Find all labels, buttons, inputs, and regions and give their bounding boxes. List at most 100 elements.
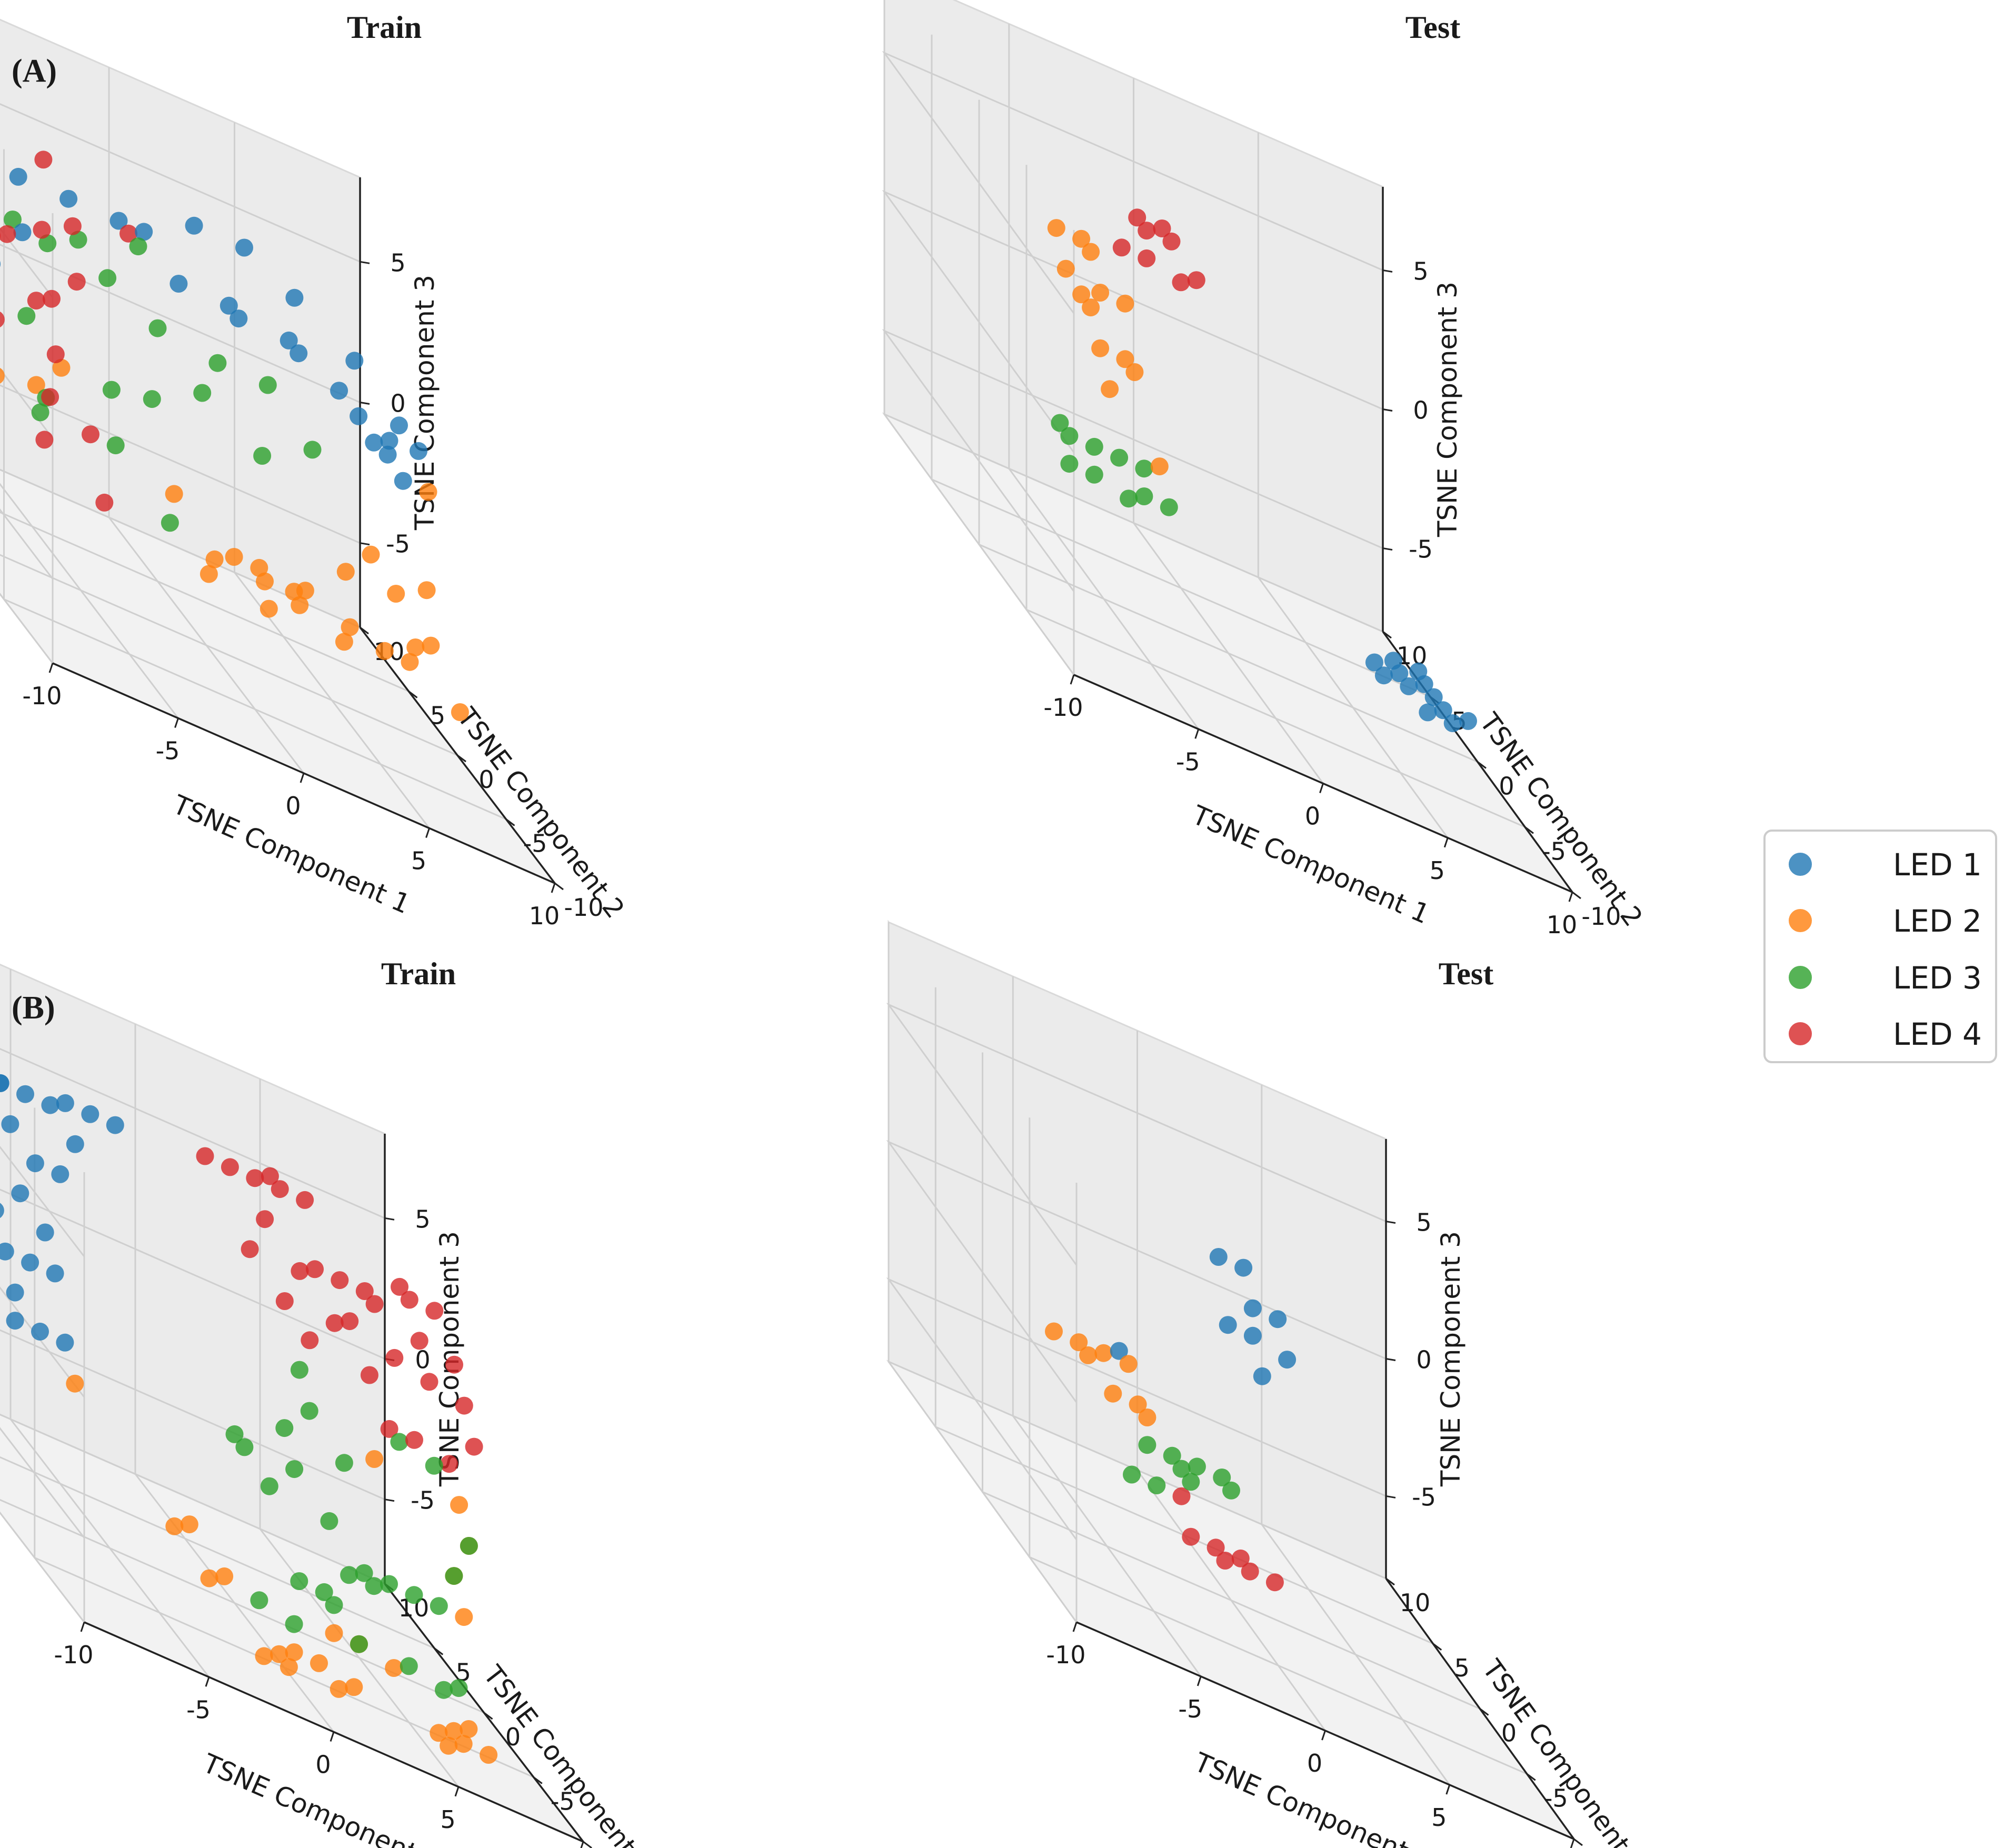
x-tick-label: 10 xyxy=(529,902,560,930)
point-led-3 xyxy=(435,1681,453,1699)
point-led-4 xyxy=(82,425,99,444)
point-led-1 xyxy=(46,1264,64,1283)
point-led-2 xyxy=(1056,259,1075,278)
point-led-4 xyxy=(455,1396,473,1415)
x-tick-label: -5 xyxy=(156,737,180,765)
point-led-4 xyxy=(1128,208,1146,227)
z-tick xyxy=(360,402,370,405)
point-led-2 xyxy=(1091,339,1110,357)
point-led-2 xyxy=(450,1496,468,1514)
z-tick-label: 0 xyxy=(1413,396,1428,425)
point-led-3 xyxy=(1123,1465,1141,1484)
point-led-3 xyxy=(1085,437,1103,456)
x-tick xyxy=(174,718,179,728)
z-tick-label: -5 xyxy=(1409,535,1433,564)
point-led-4 xyxy=(445,1355,463,1374)
point-led-2 xyxy=(1101,380,1119,398)
point-led-4 xyxy=(119,224,137,243)
grid-line-z xyxy=(882,189,1383,453)
point-led-3 xyxy=(102,381,121,399)
point-led-3 xyxy=(260,1477,278,1495)
z-tick xyxy=(1385,1221,1396,1224)
point-led-4 xyxy=(296,1191,314,1209)
point-led-4 xyxy=(420,1373,438,1391)
x-tick-label: 10 xyxy=(1547,911,1578,939)
z-axis-label: TSNE Component 3 xyxy=(1432,282,1463,537)
x-tick-label: -5 xyxy=(1176,747,1200,776)
point-led-4 xyxy=(301,1331,319,1350)
point-led-2 xyxy=(1047,219,1065,237)
z-axis-label: TSNE Component 3 xyxy=(1435,1231,1466,1487)
y-tick xyxy=(1432,1643,1442,1651)
x-tick xyxy=(551,883,556,893)
point-led-1 xyxy=(185,216,203,235)
point-led-3 xyxy=(405,1586,423,1604)
x-tick xyxy=(1443,837,1449,848)
y-tick-label: 0 xyxy=(1499,772,1514,801)
point-led-3 xyxy=(450,1679,468,1697)
point-led-1 xyxy=(1434,701,1452,720)
point-led-4 xyxy=(46,345,65,364)
z-tick-label: 5 xyxy=(1413,257,1428,285)
point-led-2 xyxy=(1045,1322,1063,1341)
point-led-3 xyxy=(1172,1460,1191,1478)
y-tick-label: 5 xyxy=(1454,1654,1470,1682)
x-tick-label: 0 xyxy=(1307,1749,1322,1777)
x-tick xyxy=(300,773,305,783)
grid-line-y xyxy=(0,1413,385,1585)
y-tick-label: 0 xyxy=(1501,1719,1517,1747)
point-led-1 xyxy=(394,472,412,490)
point-led-1 xyxy=(1459,712,1477,730)
x-tick xyxy=(454,1786,460,1797)
legend-label-led-3: LED 3 xyxy=(1893,960,1982,996)
z-tick xyxy=(1382,269,1393,273)
point-led-3 xyxy=(380,1575,398,1593)
x-tick xyxy=(1194,728,1200,739)
point-led-2 xyxy=(1119,1355,1138,1373)
point-led-1 xyxy=(380,432,398,450)
y-tick xyxy=(505,818,515,826)
point-led-4 xyxy=(95,493,114,512)
point-led-2 xyxy=(215,1567,234,1585)
point-led-3 xyxy=(38,234,57,253)
point-led-2 xyxy=(460,1720,478,1738)
grid-line-y xyxy=(888,922,1387,1580)
y-tick-label: -10 xyxy=(1581,902,1621,931)
point-led-1 xyxy=(1384,652,1402,670)
grid-line-y xyxy=(982,1052,1481,1710)
point-led-4 xyxy=(41,388,59,406)
grid-line-z xyxy=(0,244,361,439)
grid-line-x xyxy=(0,1511,85,1623)
point-led-1 xyxy=(378,445,397,464)
point-led-4 xyxy=(196,1147,214,1165)
point-led-4 xyxy=(400,1291,418,1309)
point-led-1 xyxy=(9,167,27,186)
point-led-2 xyxy=(1079,1346,1098,1364)
z-tick xyxy=(1382,547,1393,551)
point-led-4 xyxy=(385,1348,404,1367)
point-led-4 xyxy=(271,1180,289,1198)
point-led-3 xyxy=(1188,1457,1206,1476)
point-led-1 xyxy=(235,238,253,257)
point-led-4 xyxy=(35,431,54,449)
z-tick-label: 0 xyxy=(390,389,405,418)
point-led-3 xyxy=(425,1456,443,1475)
point-led-1 xyxy=(365,433,383,452)
point-led-3 xyxy=(460,1537,478,1555)
chart-title: Test xyxy=(1439,956,1493,991)
y-tick-label: 10 xyxy=(1400,1589,1431,1617)
point-led-2 xyxy=(180,1515,198,1534)
point-led-4 xyxy=(256,1210,274,1228)
point-led-3 xyxy=(1135,459,1153,478)
y-tick-label: -5 xyxy=(1542,837,1566,865)
x-tick xyxy=(1321,1730,1326,1741)
point-led-3 xyxy=(290,1361,308,1379)
point-led-2 xyxy=(1116,294,1134,313)
legend-label-led-1: LED 1 xyxy=(1893,847,1982,883)
point-led-2 xyxy=(419,483,437,501)
point-led-4 xyxy=(1138,249,1156,267)
